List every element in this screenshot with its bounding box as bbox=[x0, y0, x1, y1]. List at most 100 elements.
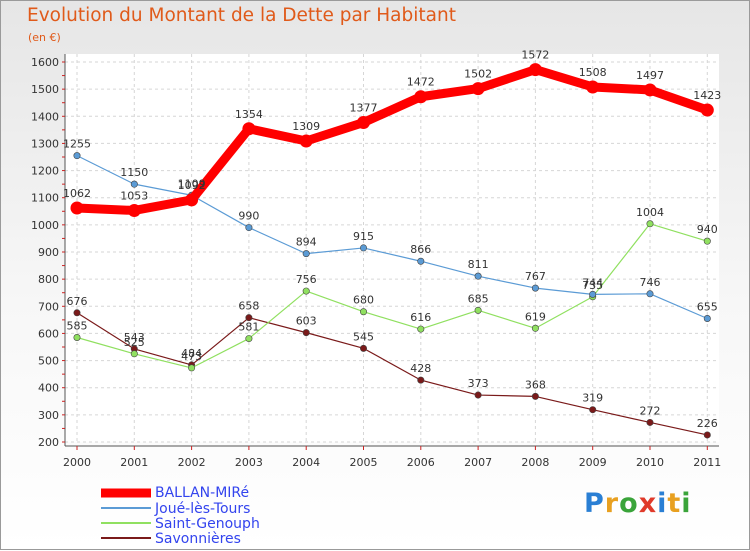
data-label-savonnieres: 319 bbox=[582, 392, 603, 405]
data-point-joue bbox=[589, 290, 597, 298]
data-label-saint: 619 bbox=[525, 310, 546, 323]
data-point-saint bbox=[646, 220, 654, 228]
plot-area bbox=[65, 54, 719, 442]
x-tick-label: 2006 bbox=[407, 456, 435, 469]
data-label-savonnieres: 603 bbox=[296, 315, 317, 328]
y-tick-label: 1500 bbox=[31, 83, 59, 96]
series-line-joue bbox=[76, 155, 708, 320]
data-point-savonnieres bbox=[302, 329, 310, 337]
data-label-saint: 525 bbox=[124, 336, 145, 349]
data-label-savonnieres: 543 bbox=[124, 331, 145, 344]
series-line-ballan bbox=[76, 65, 709, 215]
series-line-savonnieres bbox=[76, 312, 708, 436]
y-tick-label: 1600 bbox=[31, 56, 59, 69]
x-tick-label: 2005 bbox=[350, 456, 378, 469]
data-point-saint bbox=[188, 364, 196, 372]
y-tick-label: 800 bbox=[38, 273, 59, 286]
data-label-savonnieres: 272 bbox=[640, 404, 661, 417]
data-label-saint: 680 bbox=[353, 294, 374, 307]
data-point-saint bbox=[474, 306, 482, 314]
y-tick-label: 1200 bbox=[31, 165, 59, 178]
data-label-ballan: 1062 bbox=[63, 187, 91, 200]
data-point-joue bbox=[359, 244, 367, 252]
x-tick-label: 2010 bbox=[636, 456, 664, 469]
data-point-ballan bbox=[70, 201, 84, 215]
data-label-ballan: 1309 bbox=[292, 120, 320, 133]
data-label-savonnieres: 545 bbox=[353, 330, 374, 343]
data-label-joue: 655 bbox=[697, 301, 718, 314]
data-point-savonnieres bbox=[73, 309, 81, 317]
data-point-joue bbox=[302, 250, 310, 258]
data-point-savonnieres bbox=[703, 431, 711, 439]
data-label-joue: 866 bbox=[410, 243, 431, 256]
data-label-joue: 1150 bbox=[120, 166, 148, 179]
data-label-ballan: 1508 bbox=[579, 66, 607, 79]
y-tick-label: 1400 bbox=[31, 110, 59, 123]
data-point-joue bbox=[646, 290, 654, 298]
data-label-joue: 915 bbox=[353, 230, 374, 243]
data-point-ballan bbox=[414, 90, 428, 104]
y-tick-label: 900 bbox=[38, 246, 59, 259]
data-point-joue bbox=[474, 272, 482, 280]
data-point-ballan bbox=[700, 103, 714, 117]
x-tick-label: 2003 bbox=[235, 456, 263, 469]
data-point-saint bbox=[417, 325, 425, 333]
data-point-savonnieres bbox=[245, 314, 253, 322]
data-label-joue: 1255 bbox=[63, 138, 91, 151]
data-label-saint: 1004 bbox=[636, 206, 664, 219]
y-tick-label: 300 bbox=[38, 409, 59, 422]
y-tick-label: 600 bbox=[38, 327, 59, 340]
legend-label-joue: Joué-lès-Tours bbox=[155, 501, 251, 517]
data-label-joue: 767 bbox=[525, 270, 546, 283]
data-label-saint: 756 bbox=[296, 273, 317, 286]
y-tick-label: 400 bbox=[38, 382, 59, 395]
data-label-savonnieres: 368 bbox=[525, 378, 546, 391]
data-point-savonnieres bbox=[359, 344, 367, 352]
series-line-saint bbox=[76, 223, 708, 369]
data-point-joue bbox=[531, 284, 539, 292]
data-label-saint: 585 bbox=[67, 320, 88, 333]
data-point-savonnieres bbox=[474, 391, 482, 399]
y-tick-label: 200 bbox=[38, 436, 59, 449]
data-point-ballan bbox=[586, 80, 600, 94]
x-tick-label: 2002 bbox=[178, 456, 206, 469]
data-label-joue: 746 bbox=[640, 276, 661, 289]
data-label-ballan: 1354 bbox=[235, 108, 263, 121]
data-label-ballan: 1502 bbox=[464, 68, 492, 81]
y-tick-label: 1100 bbox=[31, 192, 59, 205]
legend-label-saint: Saint-Genouph bbox=[155, 516, 260, 532]
data-point-ballan bbox=[299, 134, 313, 148]
unit-label: (en €) bbox=[28, 31, 61, 44]
data-label-ballan: 1423 bbox=[693, 89, 721, 102]
data-label-ballan: 1472 bbox=[407, 76, 435, 89]
data-label-ballan: 1497 bbox=[636, 69, 664, 82]
data-label-savonnieres: 226 bbox=[697, 417, 718, 430]
data-point-joue bbox=[130, 180, 138, 188]
data-point-ballan bbox=[242, 122, 256, 136]
x-tick-label: 2011 bbox=[693, 456, 721, 469]
data-label-savonnieres: 676 bbox=[67, 295, 88, 308]
data-label-joue: 744 bbox=[582, 276, 603, 289]
data-label-savonnieres: 658 bbox=[238, 300, 259, 313]
data-point-joue bbox=[73, 152, 81, 160]
data-point-ballan bbox=[127, 203, 141, 217]
data-label-joue: 894 bbox=[296, 236, 317, 249]
x-tick-label: 2004 bbox=[292, 456, 320, 469]
data-point-saint bbox=[359, 308, 367, 316]
x-tick-label: 2007 bbox=[464, 456, 492, 469]
data-point-joue bbox=[703, 314, 711, 322]
data-point-saint bbox=[302, 287, 310, 295]
x-tick-label: 2000 bbox=[63, 456, 91, 469]
data-label-ballan: 1572 bbox=[521, 49, 549, 62]
data-label-saint: 735 bbox=[582, 279, 603, 292]
data-point-savonnieres bbox=[589, 406, 597, 414]
data-label-saint: 581 bbox=[238, 321, 259, 334]
data-point-ballan bbox=[185, 193, 199, 207]
data-label-joue: 990 bbox=[238, 210, 259, 223]
proxiti-logo: Proxiti bbox=[584, 488, 692, 519]
data-point-savonnieres bbox=[646, 418, 654, 426]
x-tick-label: 2001 bbox=[120, 456, 148, 469]
data-point-saint bbox=[531, 324, 539, 332]
